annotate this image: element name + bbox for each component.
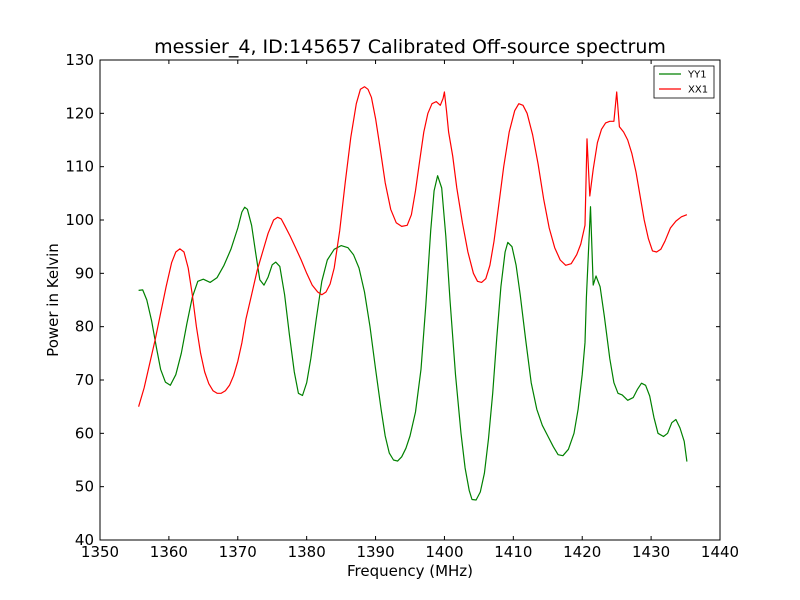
x-tick-label: 1370 — [219, 543, 257, 561]
y-tick-label: 40 — [75, 531, 94, 549]
y-tick-label: 70 — [75, 371, 94, 389]
x-tick-label: 1400 — [425, 543, 463, 561]
x-tick-label: 1390 — [356, 543, 394, 561]
chart-title: messier_4, ID:145657 Calibrated Off-sour… — [154, 36, 666, 58]
legend-box — [653, 65, 715, 99]
axes-frame — [99, 59, 721, 541]
series-layer — [138, 86, 688, 501]
y-tick-label: 110 — [65, 158, 94, 176]
y-tick-label: 60 — [75, 424, 94, 442]
series-line-yy1 — [138, 175, 688, 501]
plot-area: 1350 1360 1370 1380 1390 1400 1410 1420 1430 1440… — [65, 51, 739, 561]
x-tick-label: 1350 — [81, 543, 119, 561]
x-tick-label: 1380 — [288, 543, 326, 561]
legend-label-yy1: YY1 — [687, 70, 707, 81]
y-tick-label: 80 — [75, 318, 94, 336]
series-line-xx1 — [138, 86, 688, 407]
legend: YY1 XX1 — [653, 65, 715, 99]
legend-label-xx1: XX1 — [688, 85, 708, 96]
y-tick-label: 100 — [65, 211, 94, 229]
y-axis-label: Power in Kelvin — [44, 243, 62, 357]
x-tick-label: 1410 — [494, 543, 532, 561]
x-tick-label: 1440 — [701, 543, 739, 561]
axes-background — [100, 60, 720, 540]
y-tick-label: 130 — [65, 51, 94, 69]
y-tick-label: 50 — [75, 478, 94, 496]
ticks-layer: 1350 1360 1370 1380 1390 1400 1410 1420 1430 1440… — [65, 51, 739, 561]
x-tick-label: 1420 — [563, 543, 601, 561]
x-axis-label: Frequency (MHz) — [347, 562, 473, 580]
y-tick-label: 90 — [75, 264, 94, 282]
y-tick-label: 120 — [65, 104, 94, 122]
x-tick-label: 1430 — [632, 543, 670, 561]
x-tick-label: 1360 — [150, 543, 188, 561]
